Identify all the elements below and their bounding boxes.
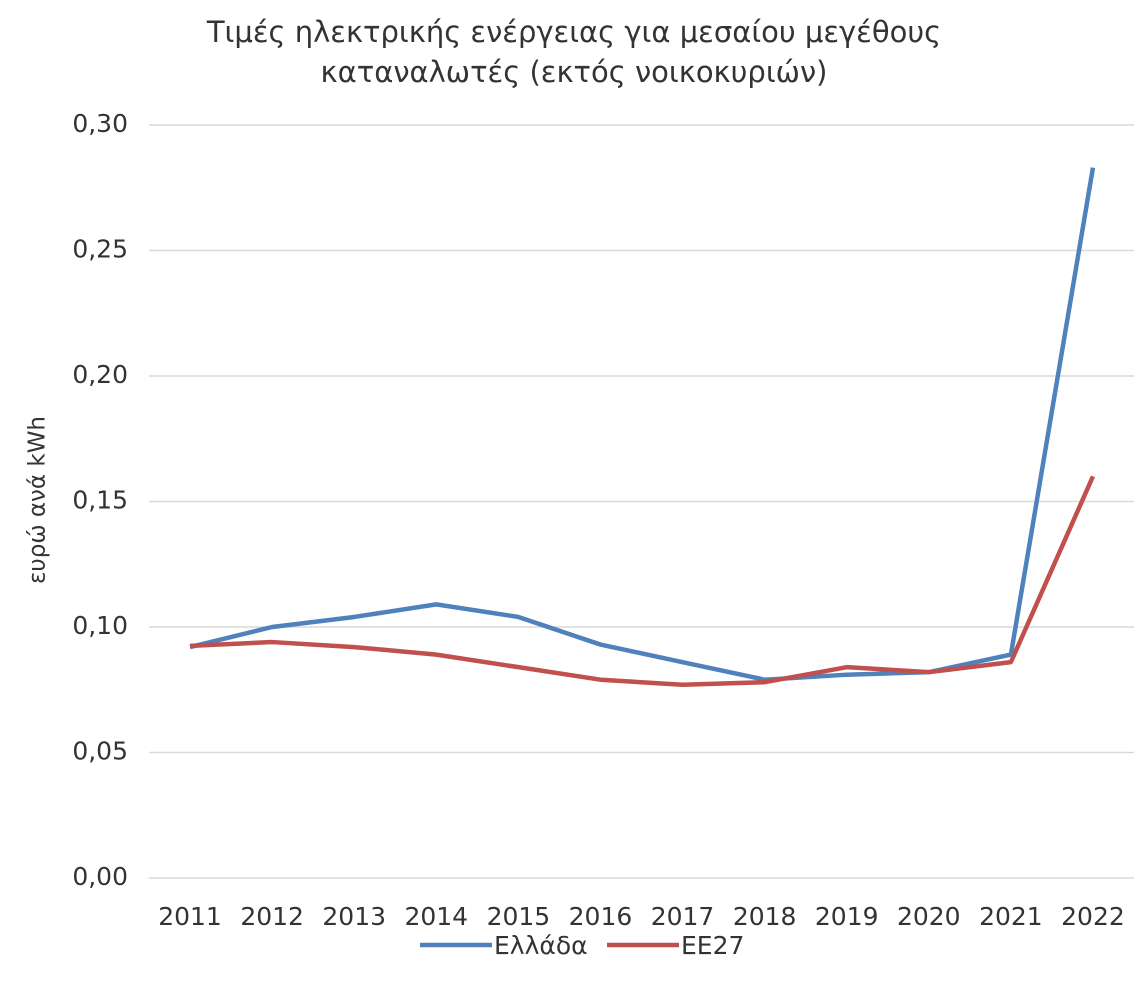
- x-tick-label: 2015: [487, 902, 551, 931]
- x-tick-label: 2011: [158, 902, 222, 931]
- y-tick-label: 0,20: [72, 360, 128, 389]
- y-tick-label: 0,25: [72, 235, 128, 264]
- chart-title: Τιμές ηλεκτρικής ενέργειας για μεσαίου μ…: [206, 15, 941, 49]
- x-tick-label: 2019: [815, 902, 879, 931]
- y-axis-label: ευρώ ανά kWh: [25, 416, 51, 584]
- y-tick-label: 0,00: [72, 862, 128, 891]
- y-tick-label: 0,30: [72, 109, 128, 138]
- x-tick-label: 2014: [404, 902, 468, 931]
- legend-label: ΕΕ27: [681, 931, 744, 960]
- chart-title: καταναλωτές (εκτός νοικοκυριών): [321, 55, 828, 89]
- line-series: [189, 167, 1096, 682]
- x-tick-label: 2022: [1061, 902, 1125, 931]
- x-tick-label: 2012: [240, 902, 304, 931]
- x-tick-label: 2021: [979, 902, 1043, 931]
- y-tick-label: 0,10: [72, 611, 128, 640]
- y-tick-label: 0,15: [72, 486, 128, 515]
- x-tick-label: 2020: [897, 902, 961, 931]
- x-tick-label: 2018: [733, 902, 797, 931]
- line-series: [189, 475, 1096, 687]
- legend-label: Ελλάδα: [494, 931, 588, 960]
- x-tick-label: 2017: [651, 902, 715, 931]
- y-tick-label: 0,05: [72, 737, 128, 766]
- x-tick-label: 2013: [322, 902, 386, 931]
- x-tick-label: 2016: [569, 902, 633, 931]
